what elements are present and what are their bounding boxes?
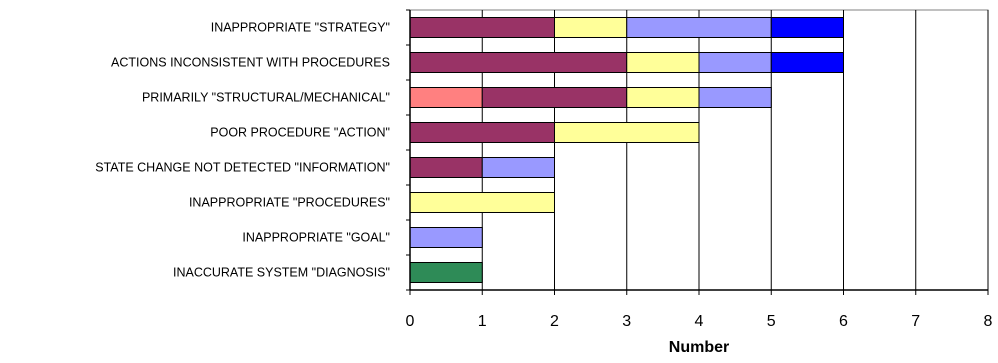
bar-segment-4-2	[409, 157, 483, 178]
x-tick-label: 1	[478, 313, 487, 330]
x-tick-labels: 0 1 2 3 4 5 6 7 8	[406, 313, 993, 330]
x-axis-title: Number	[669, 339, 729, 356]
bar-segment-3-3	[554, 122, 700, 143]
x-tick-label: 5	[767, 313, 776, 330]
category-labels: INAPPROPRIATE "STRATEGY" ACTIONS INCONSIS…	[95, 21, 390, 280]
x-tick-label: 2	[550, 313, 559, 330]
x-tick-label: 8	[984, 313, 993, 330]
bar-segment-1-2	[409, 52, 628, 73]
x-tick-label: 0	[406, 313, 415, 330]
category-label: PRIMARILY "STRUCTURAL/MECHANICAL"	[142, 91, 390, 105]
bar-segment-1-4	[698, 52, 772, 73]
category-label: POOR PROCEDURE "ACTION"	[210, 126, 390, 140]
bar-segment-3-2	[409, 122, 555, 143]
bar-segment-5-3	[409, 192, 555, 213]
category-label: STATE CHANGE NOT DETECTED "INFORMATION"	[95, 161, 390, 175]
x-tick-label: 6	[839, 313, 848, 330]
bar-segment-0-3	[554, 17, 628, 38]
bar-segment-1-3	[626, 52, 700, 73]
bar-segment-0-2	[409, 17, 555, 38]
bar-segment-2-4	[698, 87, 772, 108]
category-label: ACTIONS INCONSISTENT WITH PROCEDURES	[111, 56, 390, 70]
bar-segment-7-0	[409, 262, 483, 283]
bar-segment-1-5	[770, 52, 844, 73]
bar-segment-2-3	[626, 87, 700, 108]
bar-segment-6-4	[409, 227, 483, 248]
bar-segment-2-1	[409, 87, 483, 108]
bar-segment-0-5	[770, 17, 844, 38]
x-tick-label: 4	[695, 313, 704, 330]
category-label: INAPPROPRIATE "PROCEDURES"	[189, 196, 390, 210]
category-label: INAPPROPRIATE "STRATEGY"	[211, 21, 390, 35]
bars	[409, 17, 844, 283]
bar-segment-4-4	[481, 157, 555, 178]
bar-segment-2-2	[481, 87, 628, 108]
bar-segment-0-4	[626, 17, 772, 38]
axes	[406, 9, 989, 295]
x-tick-label: 7	[911, 313, 920, 330]
category-label: INAPPROPRIATE "GOAL"	[242, 231, 390, 245]
category-label: INACCURATE SYSTEM "DIAGNOSIS"	[173, 266, 390, 280]
x-tick-label: 3	[622, 313, 631, 330]
